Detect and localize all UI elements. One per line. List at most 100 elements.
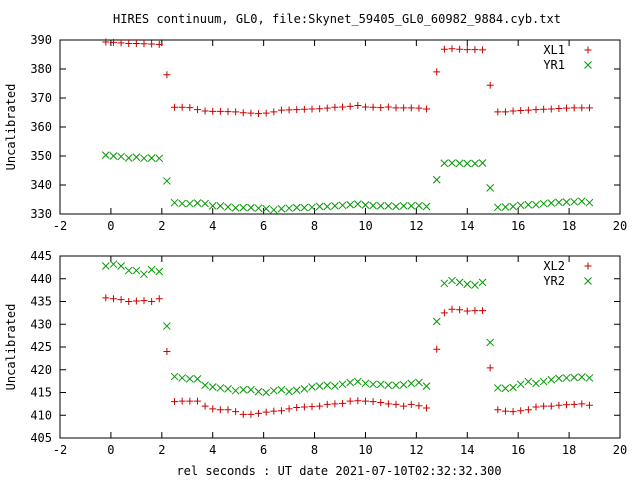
data-point <box>346 200 355 209</box>
data-point <box>231 204 240 212</box>
data-point <box>186 397 194 405</box>
data-point <box>377 104 385 112</box>
data-point <box>331 202 339 210</box>
y-tick-label: 340 <box>30 178 52 192</box>
data-point <box>101 151 110 159</box>
data-point <box>178 374 187 382</box>
data-point <box>285 106 293 114</box>
data-point <box>376 380 385 389</box>
data-point <box>346 378 355 387</box>
data-point <box>517 407 525 415</box>
data-point <box>547 375 556 384</box>
data-point <box>455 159 464 168</box>
data-point <box>407 379 416 388</box>
x-tick-label: -2 <box>53 443 67 457</box>
data-point <box>109 38 117 46</box>
data-point <box>501 384 510 393</box>
data-point <box>415 378 423 387</box>
data-point <box>440 279 449 288</box>
data-point <box>216 406 224 414</box>
data-point <box>101 262 110 270</box>
data-point <box>292 203 301 212</box>
data-point <box>555 104 563 112</box>
data-point <box>369 380 377 389</box>
data-point <box>471 46 479 54</box>
data-point <box>448 159 456 167</box>
data-point <box>163 71 171 79</box>
data-point <box>148 298 156 305</box>
data-point <box>316 402 324 410</box>
data-point <box>140 270 148 279</box>
data-point <box>415 201 423 210</box>
x-axis-label: rel seconds : UT date 2021-07-10T02:32:3… <box>176 464 501 478</box>
data-point <box>354 397 362 405</box>
data-point <box>494 406 502 414</box>
y-tick-label: 430 <box>30 317 52 331</box>
data-point <box>432 175 441 184</box>
data-point <box>456 45 464 53</box>
data-point <box>109 260 118 269</box>
data-point <box>208 383 217 391</box>
data-point <box>448 305 456 313</box>
y-tick-label: 350 <box>30 149 52 163</box>
data-point <box>516 201 525 210</box>
data-point <box>300 105 308 113</box>
data-point <box>216 107 224 115</box>
data-point <box>155 40 163 48</box>
y-tick-label: 415 <box>30 386 52 400</box>
data-point <box>140 297 148 305</box>
data-point <box>361 397 369 405</box>
data-point <box>232 408 240 416</box>
data-point <box>539 199 548 208</box>
data-point <box>478 278 487 287</box>
legend-marker <box>584 61 592 69</box>
data-point <box>277 106 285 114</box>
data-point <box>539 377 548 386</box>
data-point <box>354 102 362 110</box>
x-tick-label: 18 <box>562 219 576 233</box>
data-point <box>578 104 586 112</box>
data-point <box>315 202 324 211</box>
data-point <box>239 109 247 117</box>
data-point <box>384 400 392 408</box>
x-tick-label: 14 <box>460 219 474 233</box>
y-tick-label: 445 <box>30 249 52 263</box>
data-point <box>346 397 354 405</box>
data-point <box>308 403 316 411</box>
data-point <box>509 383 517 392</box>
data-point <box>285 405 293 413</box>
data-point <box>277 385 286 394</box>
data-point <box>140 40 148 48</box>
data-point <box>209 405 217 413</box>
data-point <box>262 408 270 416</box>
x-tick-label: 0 <box>107 443 114 457</box>
x-tick-label: 6 <box>260 443 267 457</box>
data-point <box>486 338 495 347</box>
data-point <box>247 385 255 394</box>
data-point <box>346 102 354 110</box>
data-point <box>524 377 533 386</box>
legend-marker <box>584 277 592 285</box>
data-point <box>315 382 324 390</box>
data-point <box>186 104 194 112</box>
data-point <box>479 46 487 54</box>
data-point <box>493 203 502 212</box>
data-point <box>292 386 301 395</box>
data-point <box>493 384 502 392</box>
data-point <box>440 159 449 168</box>
data-point <box>170 372 179 381</box>
data-point <box>463 46 471 54</box>
bottom-panel: -2 0 2 4 6 8 10 12 14 16 18 20 405 410 415 420 425 430 435… <box>4 249 627 457</box>
data-point <box>392 400 400 408</box>
data-point <box>124 154 133 162</box>
data-point <box>440 309 448 317</box>
data-point <box>262 109 270 117</box>
data-point <box>376 202 385 210</box>
legend-marker <box>584 262 592 270</box>
data-point <box>262 388 271 397</box>
data-point <box>270 108 278 116</box>
data-point <box>269 206 278 214</box>
data-point <box>163 177 171 185</box>
data-point <box>201 199 209 208</box>
data-point <box>255 110 263 118</box>
